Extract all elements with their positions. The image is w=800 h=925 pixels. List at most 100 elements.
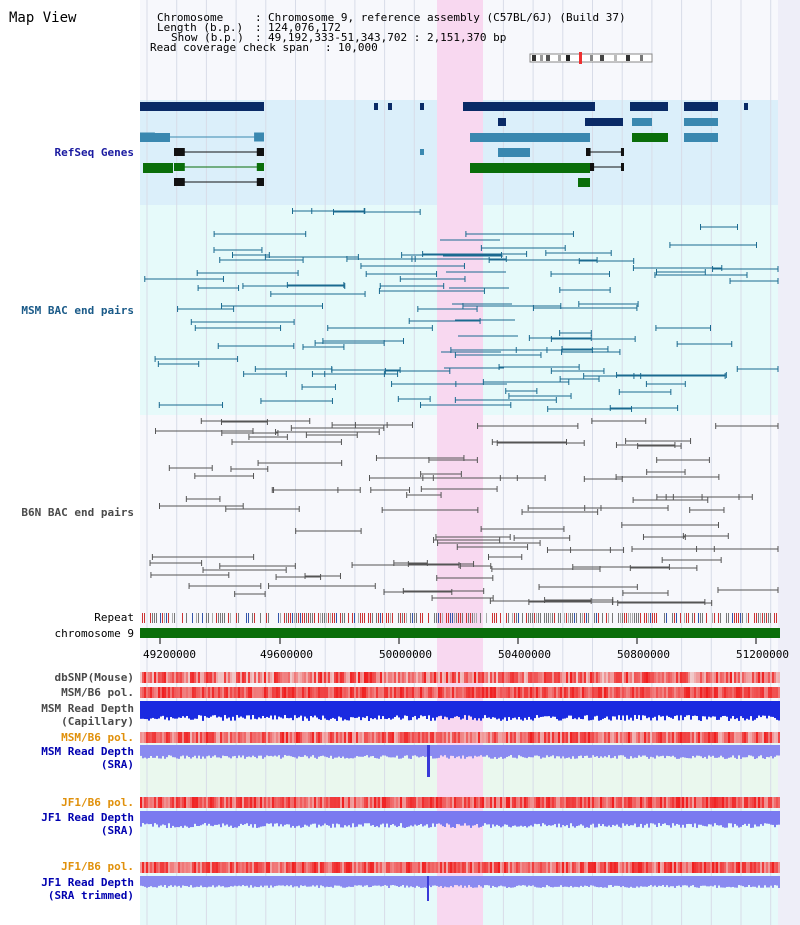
msm-capillary-depth bbox=[370, 701, 372, 719]
repeat-mark bbox=[564, 613, 565, 623]
jf1-trimmed-depth bbox=[456, 876, 458, 886]
polymorphism-strip bbox=[692, 797, 694, 808]
dbsnp-strip bbox=[214, 672, 216, 683]
polymorphism-strip bbox=[606, 687, 608, 698]
jf1-trimmed-depth bbox=[322, 876, 324, 887]
polymorphism-strip bbox=[192, 797, 194, 808]
dbsnp-strip bbox=[498, 672, 500, 683]
polymorphism-strip bbox=[444, 862, 446, 873]
polymorphism-strip bbox=[270, 732, 272, 743]
msm-capillary-depth bbox=[648, 701, 650, 718]
polymorphism-strip bbox=[164, 862, 166, 873]
jf1-trimmed-depth bbox=[454, 876, 456, 886]
polymorphism-strip bbox=[282, 862, 284, 873]
msm-capillary-depth bbox=[306, 701, 308, 719]
polymorphism-strip bbox=[432, 687, 434, 698]
polymorphism-strip bbox=[740, 862, 742, 873]
polymorphism-strip bbox=[168, 687, 170, 698]
polymorphism-strip bbox=[150, 732, 152, 743]
dbsnp-strip bbox=[174, 672, 176, 683]
msm-sra-depth bbox=[550, 745, 552, 757]
jf1-depth-trim-sub: (SRA trimmed) bbox=[47, 889, 134, 902]
msm-capillary-depth bbox=[396, 701, 398, 716]
dbsnp-strip bbox=[712, 672, 714, 683]
jf1-trimmed-depth bbox=[162, 876, 164, 887]
jf1-trimmed-depth bbox=[720, 876, 722, 888]
msm-sra-depth bbox=[348, 745, 350, 759]
polymorphism-strip bbox=[456, 862, 458, 873]
polymorphism-strip bbox=[374, 862, 376, 873]
repeat-mark bbox=[312, 613, 313, 623]
jf1-trimmed-depth bbox=[552, 876, 554, 888]
polymorphism-strip bbox=[728, 687, 730, 698]
polymorphism-strip bbox=[178, 862, 180, 873]
polymorphism-strip bbox=[236, 862, 238, 873]
jf1-sra-depth bbox=[208, 811, 210, 824]
jf1-trimmed-depth bbox=[764, 876, 766, 886]
msm-capillary-depth bbox=[190, 701, 192, 720]
msm-capillary-depth bbox=[216, 701, 218, 718]
polymorphism-strip bbox=[148, 732, 150, 743]
polymorphism-strip bbox=[544, 797, 546, 808]
msm-sra-depth bbox=[760, 745, 762, 756]
polymorphism-strip bbox=[220, 732, 222, 743]
polymorphism-strip bbox=[362, 732, 364, 743]
msm-capillary-depth bbox=[554, 701, 556, 717]
polymorphism-strip bbox=[358, 797, 360, 808]
jf1-trimmed-depth bbox=[200, 876, 202, 886]
dbsnp-strip bbox=[724, 672, 726, 683]
polymorphism-strip bbox=[646, 862, 648, 873]
dbsnp-strip bbox=[250, 672, 252, 683]
jf1-trimmed-depth bbox=[222, 876, 224, 887]
jf1-trimmed-depth bbox=[212, 876, 214, 886]
polymorphism-strip bbox=[380, 862, 382, 873]
dbsnp-strip bbox=[194, 672, 196, 683]
msm-sra-depth bbox=[500, 745, 502, 757]
repeat-mark bbox=[686, 613, 687, 623]
polymorphism-strip bbox=[168, 732, 170, 743]
polymorphism-strip bbox=[206, 862, 208, 873]
polymorphism-strip bbox=[620, 687, 622, 698]
dbsnp-strip bbox=[644, 672, 646, 683]
jf1-sra-depth bbox=[378, 811, 380, 828]
msm-sra-depth bbox=[684, 745, 686, 758]
polymorphism-strip bbox=[550, 687, 552, 698]
msm-sra-depth bbox=[658, 745, 660, 757]
polymorphism-strip bbox=[284, 732, 286, 743]
repeat-mark bbox=[216, 613, 217, 623]
polymorphism-strip bbox=[520, 732, 522, 743]
msm-sra-depth bbox=[210, 745, 212, 758]
polymorphism-strip bbox=[410, 862, 412, 873]
polymorphism-strip bbox=[336, 797, 338, 808]
repeat-mark bbox=[514, 613, 515, 623]
msm-sra-depth bbox=[158, 745, 160, 759]
polymorphism-strip bbox=[396, 687, 398, 698]
msm-sra-depth bbox=[446, 745, 448, 758]
jf1-sra-depth bbox=[516, 811, 518, 827]
dbsnp-strip bbox=[198, 672, 200, 683]
polymorphism-strip bbox=[264, 797, 266, 808]
dbsnp-strip bbox=[548, 672, 550, 683]
jf1-trimmed-depth bbox=[540, 876, 542, 888]
msm-capillary-depth bbox=[202, 701, 204, 721]
polymorphism-strip bbox=[550, 797, 552, 808]
polymorphism-strip bbox=[770, 732, 772, 743]
polymorphism-strip bbox=[428, 797, 430, 808]
dbsnp-strip bbox=[462, 672, 464, 683]
polymorphism-strip bbox=[700, 687, 702, 698]
dbsnp-strip bbox=[370, 672, 372, 683]
jf1-trimmed-depth bbox=[636, 876, 638, 887]
polymorphism-strip bbox=[462, 862, 464, 873]
jf1-trimmed-depth bbox=[406, 876, 408, 886]
msm-sra-depth bbox=[488, 745, 490, 758]
dbsnp-strip bbox=[412, 672, 414, 683]
polymorphism-strip bbox=[186, 732, 188, 743]
dbsnp-strip bbox=[312, 672, 314, 683]
jf1-trimmed-depth bbox=[712, 876, 714, 887]
dbsnp-strip bbox=[684, 672, 686, 683]
polymorphism-strip bbox=[686, 732, 688, 743]
dbsnp-strip bbox=[438, 672, 440, 683]
polymorphism-strip bbox=[744, 732, 746, 743]
msm-sra-depth bbox=[770, 745, 772, 757]
polymorphism-strip bbox=[666, 797, 668, 808]
